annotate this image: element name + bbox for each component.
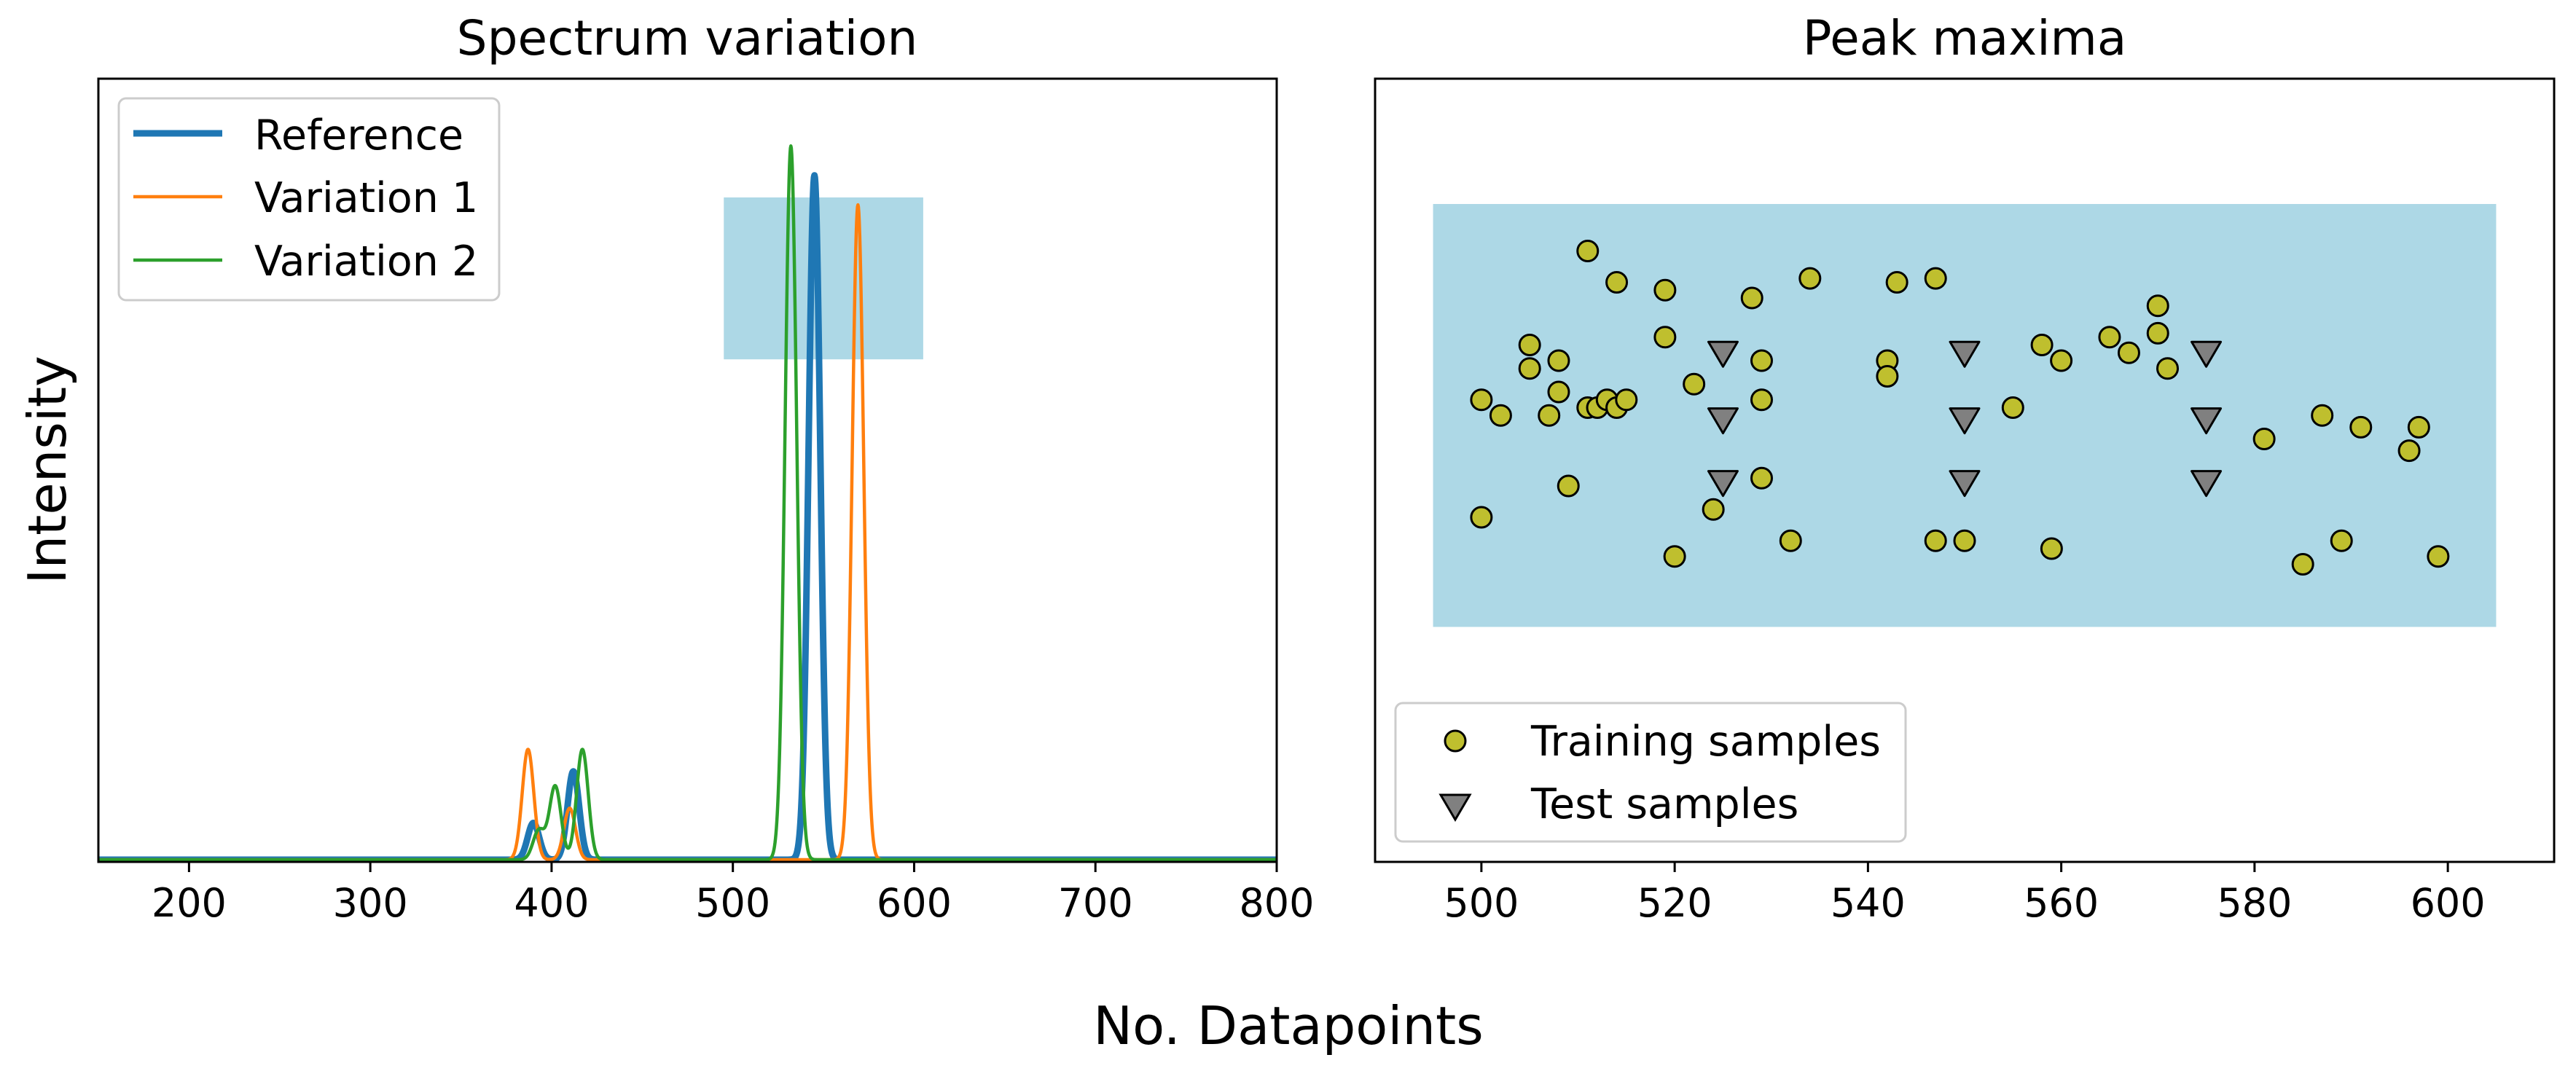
training-sample-point bbox=[1924, 267, 1947, 290]
peak-maxima-panel: 500 520 540 560 580 600 Peak maxima Training … bbox=[1374, 10, 2556, 926]
peak-x-tick-label: 600 bbox=[2411, 880, 2486, 926]
test-sample-point bbox=[1707, 470, 1739, 498]
training-sample-point bbox=[2117, 341, 2140, 364]
training-sample-point bbox=[1615, 388, 1638, 412]
spectrum-title: Spectrum variation bbox=[457, 10, 918, 66]
spectrum-plot-frame bbox=[97, 77, 1278, 863]
training-sample-point bbox=[2407, 415, 2430, 439]
training-sample-point bbox=[1518, 334, 1541, 356]
peak-x-tick-label: 540 bbox=[1831, 880, 1906, 926]
spectrum-line-3 bbox=[98, 144, 1277, 862]
peak-x-tick-label: 560 bbox=[2024, 880, 2099, 926]
training-sample-point bbox=[1518, 357, 1541, 380]
legend-marker-training bbox=[1444, 729, 1467, 753]
training-sample-point bbox=[2050, 349, 2073, 372]
training-sample-point bbox=[1653, 278, 1677, 302]
training-sample-point bbox=[1924, 529, 1947, 552]
spectrum-x-tick-label: 300 bbox=[333, 880, 408, 926]
peak-points bbox=[1470, 240, 2450, 576]
test-sample-point bbox=[1949, 470, 1981, 498]
legend-marker-test bbox=[1438, 793, 1472, 822]
training-sample-point bbox=[1683, 372, 1706, 396]
test-sample-point bbox=[1949, 407, 1981, 435]
spectrum-x-tick-label: 800 bbox=[1239, 880, 1314, 926]
training-sample-point bbox=[1547, 380, 1570, 404]
training-sample-point bbox=[1547, 349, 1570, 372]
training-sample-point bbox=[1470, 506, 1493, 529]
peak-x-ticks: 500 520 540 560 580 600 bbox=[1444, 862, 2486, 926]
training-sample-point bbox=[1605, 271, 1629, 294]
training-sample-point bbox=[2427, 545, 2450, 568]
training-sample-point bbox=[1702, 498, 1725, 521]
x-axis-label: No. Datapoints bbox=[1093, 995, 1483, 1056]
spectrum-x-tick-label: 600 bbox=[877, 880, 952, 926]
training-sample-point bbox=[1663, 545, 1686, 568]
peak-x-tick-label: 520 bbox=[1637, 880, 1712, 926]
training-sample-point bbox=[2156, 357, 2180, 380]
legend-label-variation-2: Variation 2 bbox=[254, 238, 478, 286]
legend-label-variation-1: Variation 1 bbox=[254, 174, 478, 222]
training-sample-point bbox=[1750, 466, 1773, 490]
training-sample-point bbox=[1750, 349, 1773, 372]
training-sample-point bbox=[1885, 271, 1908, 294]
training-sample-point bbox=[2291, 553, 2314, 576]
peak-legend: Training samples Test samples bbox=[1394, 702, 1907, 843]
peak-legend-box bbox=[1394, 702, 1907, 843]
training-sample-point bbox=[2146, 321, 2169, 345]
y-axis-label: Intensity bbox=[17, 356, 78, 584]
spectrum-lines bbox=[98, 144, 1277, 862]
legend-label-test: Test samples bbox=[1530, 780, 1798, 828]
training-sample-point bbox=[1489, 404, 1512, 427]
peak-plot-frame bbox=[1374, 77, 2556, 863]
test-sample-point bbox=[1949, 340, 1981, 368]
training-sample-point bbox=[2349, 415, 2373, 439]
training-sample-point bbox=[1876, 365, 1899, 388]
training-sample-point bbox=[1557, 474, 1580, 498]
training-sample-point bbox=[2001, 396, 2024, 419]
training-sample-point bbox=[1953, 529, 1976, 552]
training-sample-point bbox=[1653, 326, 1677, 349]
spectrum-legend: Reference Variation 1 Variation 2 bbox=[117, 97, 501, 302]
training-sample-point bbox=[1538, 404, 1561, 427]
spectrum-x-tick-label: 700 bbox=[1058, 880, 1133, 926]
training-sample-point bbox=[2030, 334, 2054, 356]
training-sample-point bbox=[2040, 537, 2063, 560]
test-sample-point bbox=[2191, 470, 2223, 498]
training-sample-point bbox=[2252, 428, 2276, 450]
legend-label-reference: Reference bbox=[254, 111, 463, 160]
test-sample-point bbox=[2191, 340, 2223, 368]
spectrum-legend-box bbox=[117, 97, 501, 302]
training-sample-point bbox=[1740, 286, 1763, 310]
training-sample-point bbox=[2311, 404, 2334, 427]
spectrum-x-tick-label: 400 bbox=[514, 880, 589, 926]
training-sample-point bbox=[2098, 326, 2121, 349]
test-sample-point bbox=[2191, 407, 2223, 435]
training-sample-point bbox=[1779, 529, 1802, 552]
training-sample-point bbox=[1798, 267, 1822, 290]
training-sample-point bbox=[2146, 294, 2169, 318]
training-sample-point bbox=[2397, 439, 2421, 463]
peak-x-tick-label: 500 bbox=[1444, 880, 1519, 926]
training-sample-point bbox=[1576, 240, 1600, 262]
spectrum-x-tick-label: 500 bbox=[695, 880, 770, 926]
spectrum-x-tick-label: 200 bbox=[152, 880, 227, 926]
training-sample-point bbox=[1470, 388, 1493, 412]
spectrum-panel: 200 300 400 500 600 700 800 Spectrum variation… bbox=[97, 10, 1315, 926]
legend-label-training: Training samples bbox=[1530, 718, 1881, 766]
spectrum-highlight-region bbox=[724, 197, 923, 360]
training-sample-point bbox=[1750, 388, 1773, 412]
test-sample-point bbox=[1707, 340, 1739, 368]
test-sample-point bbox=[1707, 407, 1739, 435]
peak-x-tick-label: 580 bbox=[2217, 880, 2292, 926]
peak-title: Peak maxima bbox=[1803, 10, 2127, 66]
spectrum-x-ticks: 200 300 400 500 600 700 800 bbox=[152, 862, 1315, 926]
training-sample-point bbox=[2330, 529, 2353, 552]
